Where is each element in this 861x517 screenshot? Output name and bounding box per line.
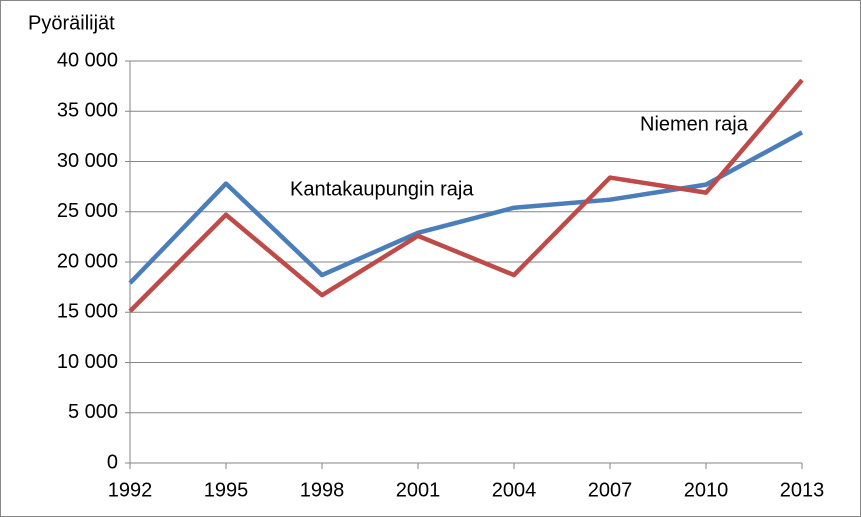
x-tick-label: 2001: [396, 479, 441, 501]
series-line: [128, 78, 804, 313]
x-tick-label: 1998: [300, 479, 345, 501]
x-tick-label: 1992: [108, 479, 153, 501]
x-tick-label: 2010: [684, 479, 729, 501]
series-line: [128, 130, 804, 285]
y-tick-label: 25 000: [57, 200, 118, 222]
y-axis-label: Pyöräilijät: [28, 12, 115, 34]
series-label: Niemen raja: [640, 113, 749, 135]
y-tick-label: 0: [107, 451, 118, 473]
x-tick-label: 2013: [780, 479, 825, 501]
y-tick-label: 5 000: [68, 401, 118, 423]
y-tick-label: 40 000: [57, 49, 118, 71]
x-tick-label: 2007: [588, 479, 633, 501]
y-tick-label: 35 000: [57, 100, 118, 122]
y-tick-label: 30 000: [57, 150, 118, 172]
x-tick-label: 1995: [204, 479, 249, 501]
y-tick-label: 10 000: [57, 351, 118, 373]
y-tick-label: 20 000: [57, 250, 118, 272]
y-tick-label: 15 000: [57, 301, 118, 323]
x-tick-label: 2004: [492, 479, 537, 501]
series-label: Kantakaupungin raja: [290, 178, 474, 200]
